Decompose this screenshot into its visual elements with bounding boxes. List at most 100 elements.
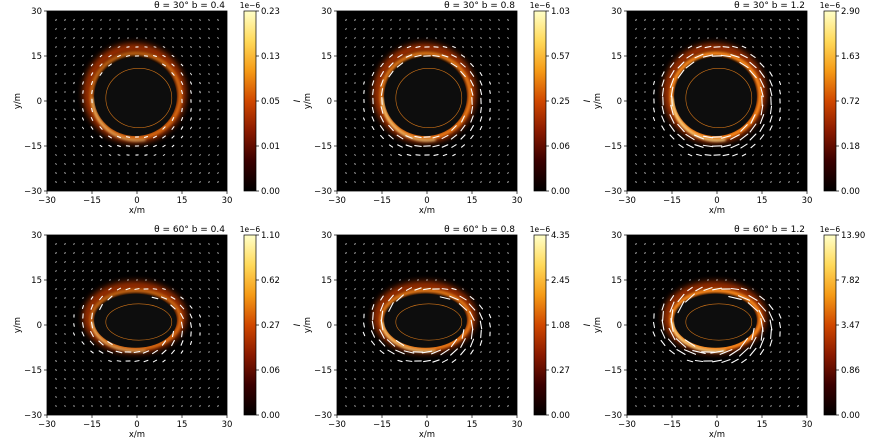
vector-mark bbox=[669, 62, 675, 68]
x-tick-label: 0 bbox=[714, 196, 719, 206]
vector-mark bbox=[677, 69, 685, 79]
vector-mark bbox=[405, 54, 413, 58]
vector-mark bbox=[116, 287, 122, 291]
vector-mark bbox=[686, 53, 694, 59]
vector-mark bbox=[696, 45, 702, 49]
vector-mark bbox=[414, 54, 422, 58]
vector-mark bbox=[406, 45, 412, 49]
vector-mark bbox=[380, 310, 384, 322]
vector-mark bbox=[82, 81, 84, 85]
vector-mark bbox=[460, 62, 466, 68]
vector-mark bbox=[432, 359, 440, 363]
vector-mark bbox=[730, 143, 740, 149]
vector-mark bbox=[441, 134, 449, 140]
vector-mark bbox=[90, 330, 94, 338]
vector-mark bbox=[694, 53, 704, 59]
vector-mark bbox=[479, 80, 483, 86]
colorbar-tick-label: 0.25 bbox=[551, 97, 570, 107]
vector-mark bbox=[82, 117, 84, 121]
vector-mark bbox=[662, 310, 664, 322]
vector-mark bbox=[153, 135, 157, 139]
vector-mark bbox=[171, 126, 175, 130]
vector-mark bbox=[82, 126, 84, 130]
y-tick-label: −15 bbox=[314, 142, 332, 152]
vector-mark bbox=[388, 134, 394, 140]
x-tick-label: 30 bbox=[512, 420, 523, 430]
inner-ring bbox=[395, 303, 463, 341]
vector-mark bbox=[441, 359, 449, 363]
vector-mark bbox=[190, 90, 192, 94]
x-axis-label: x/m bbox=[129, 206, 145, 216]
vector-mark bbox=[470, 319, 474, 331]
x-axis-label: x/m bbox=[709, 430, 725, 440]
image-layer bbox=[55, 243, 219, 407]
vector-mark bbox=[439, 296, 451, 300]
vector-mark bbox=[380, 71, 384, 77]
y-axis-label: y/m bbox=[303, 317, 313, 333]
vector-mark bbox=[371, 116, 375, 122]
vector-mark bbox=[171, 349, 175, 355]
vector-mark bbox=[661, 303, 665, 311]
vector-mark bbox=[778, 80, 782, 86]
vector-mark bbox=[458, 303, 468, 311]
vector-mark bbox=[433, 154, 439, 156]
vector-mark bbox=[371, 304, 375, 310]
vector-mark bbox=[180, 296, 184, 300]
vector-mark bbox=[741, 153, 747, 157]
polarization-vectors bbox=[635, 19, 799, 183]
vector-mark bbox=[142, 350, 150, 354]
y-tick-label: 30 bbox=[321, 231, 332, 241]
vector-mark bbox=[181, 89, 183, 95]
vector-mark bbox=[106, 350, 114, 354]
colorbar-tick-label: 0.06 bbox=[551, 142, 570, 152]
vector-mark bbox=[677, 123, 685, 133]
vector-mark bbox=[450, 338, 458, 348]
vector-mark bbox=[660, 329, 666, 339]
vector-mark bbox=[108, 154, 112, 156]
vector-mark bbox=[739, 133, 749, 141]
x-tick-label: 15 bbox=[177, 196, 188, 206]
vector-mark bbox=[108, 144, 112, 148]
vector-mark bbox=[190, 126, 192, 130]
vector-mark bbox=[151, 296, 159, 300]
vector-mark bbox=[395, 349, 405, 355]
vector-mark bbox=[180, 72, 184, 76]
colorbar-tick-label: 0.05 bbox=[261, 97, 280, 107]
vector-mark bbox=[380, 106, 384, 114]
vector-mark bbox=[667, 338, 677, 348]
black-hole-shadow bbox=[384, 57, 467, 137]
y-tick-label: −30 bbox=[24, 411, 42, 421]
vector-mark bbox=[82, 72, 84, 76]
black-hole-shadow bbox=[94, 293, 177, 348]
inner-ring bbox=[685, 303, 753, 341]
x-tick-label: 30 bbox=[802, 420, 813, 430]
colorbar-tick-label: 0.06 bbox=[261, 366, 280, 376]
vector-mark bbox=[125, 287, 131, 291]
vector-mark bbox=[152, 349, 158, 355]
vector-mark bbox=[470, 63, 474, 67]
vector-mark bbox=[748, 295, 758, 301]
vector-mark bbox=[116, 135, 122, 139]
vector-mark bbox=[768, 311, 774, 321]
vector-mark bbox=[180, 126, 184, 130]
vector-mark bbox=[98, 350, 104, 354]
vector-mark bbox=[99, 144, 103, 148]
vector-mark bbox=[99, 135, 103, 139]
y-tick-label: 15 bbox=[611, 276, 622, 286]
panel-1: θ = 30° b = 0.4 −30 −15 0 15 30 x/m 30 15 0 −15 −30… bbox=[13, 1, 303, 216]
vector-mark bbox=[180, 81, 184, 85]
vector-mark bbox=[171, 72, 175, 76]
vector-mark bbox=[687, 286, 693, 292]
vector-mark bbox=[451, 125, 457, 131]
emission-ring bbox=[89, 51, 183, 140]
vector-mark bbox=[459, 295, 467, 301]
y-tick-label: −15 bbox=[604, 142, 622, 152]
colorbar-tick-label: 13.90 bbox=[841, 231, 865, 241]
image-layer bbox=[345, 19, 509, 183]
colorbar: 1e−64.35 2.45 1.08 0.27 0.00 I bbox=[530, 225, 593, 421]
vector-mark bbox=[469, 338, 475, 348]
colorbar-tick-label: 0.00 bbox=[261, 187, 280, 197]
colorbar-tick-label: 0.57 bbox=[551, 52, 570, 62]
vector-mark bbox=[380, 135, 384, 139]
